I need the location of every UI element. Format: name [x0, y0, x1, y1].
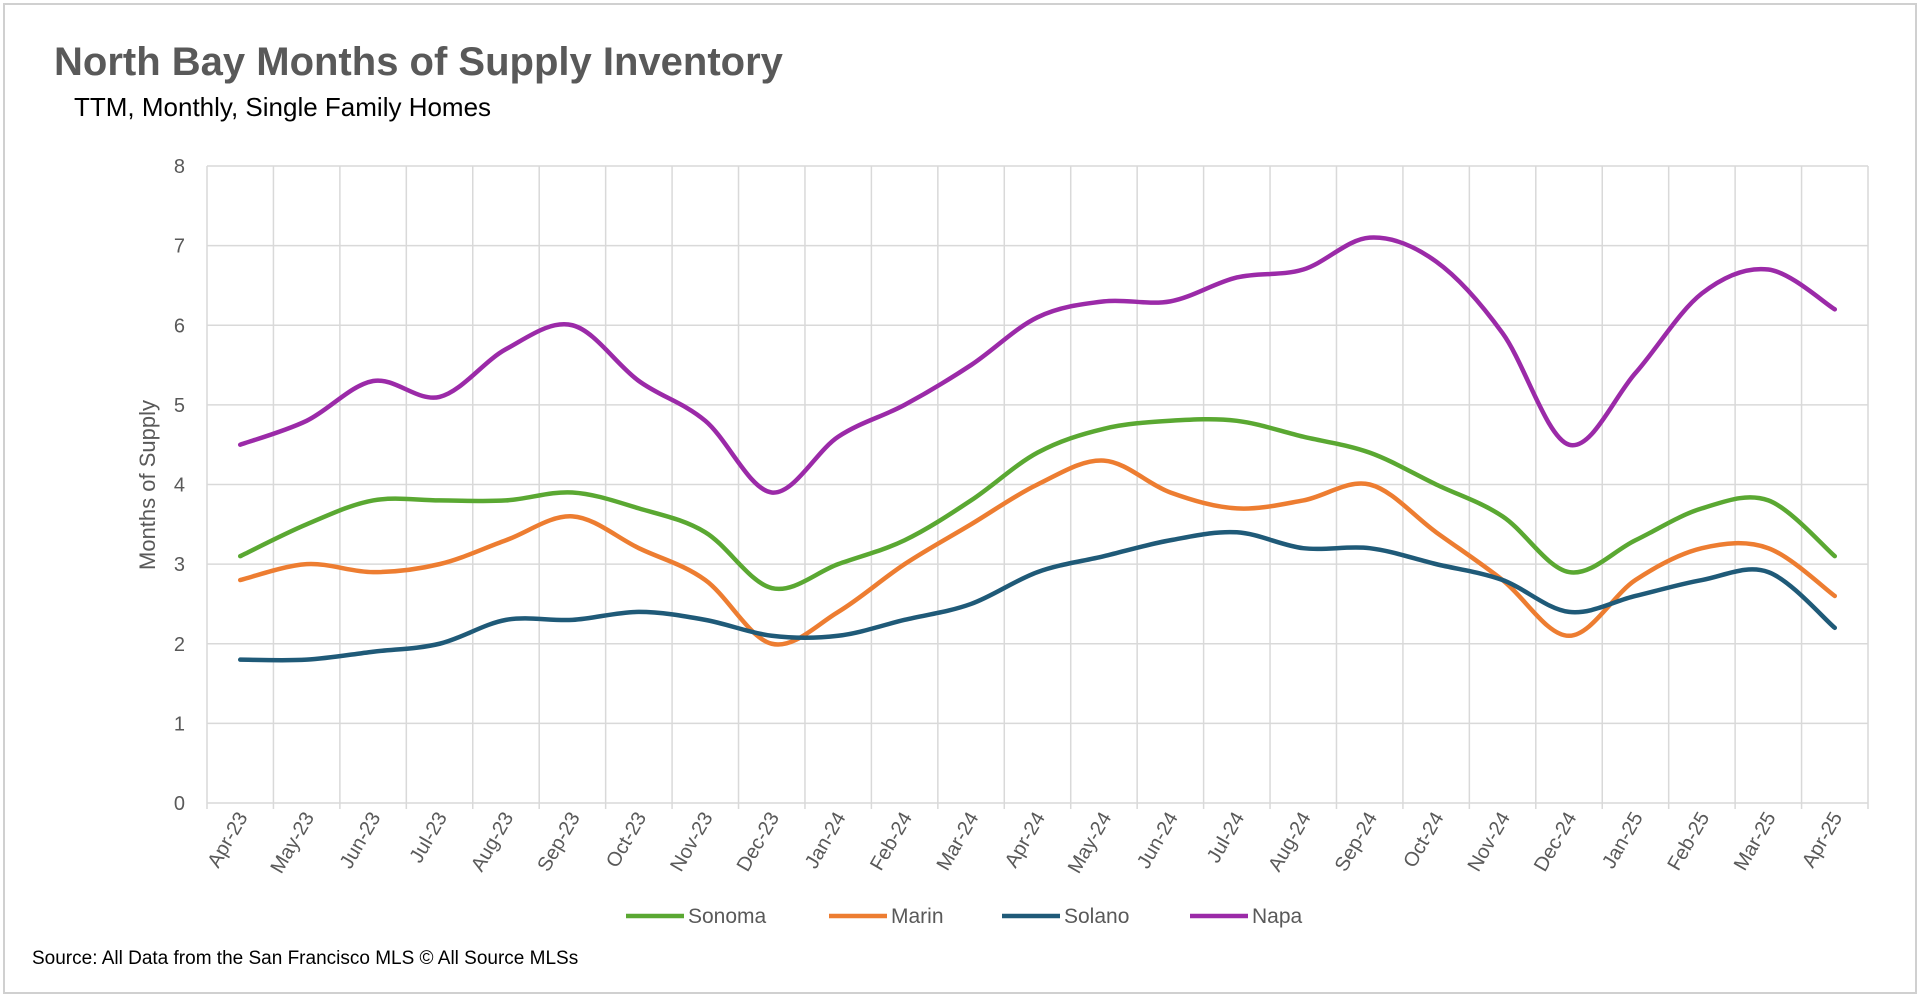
legend-label-sonoma: Sonoma: [688, 905, 767, 928]
series-line-solano: [237, 529, 1838, 663]
x-tick-label: Jan-25: [1598, 809, 1648, 873]
x-tick-label: May-24: [1064, 809, 1116, 878]
gridlines: [206, 165, 1869, 809]
x-tick-label: Feb-24: [866, 809, 917, 875]
legend-label-marin: Marin: [891, 905, 944, 928]
y-tick-label: 7: [174, 236, 185, 258]
x-tick-label: Nov-24: [1464, 809, 1515, 876]
series-line-sonoma: [237, 417, 1838, 592]
series-line-marin: [237, 458, 1838, 647]
chart-subtitle: TTM, Monthly, Single Family Homes: [74, 92, 492, 122]
series-lines: [237, 235, 1838, 663]
series-line-napa: [237, 235, 1838, 495]
x-tick-label: Apr-24: [1001, 809, 1050, 872]
y-axis-label: Months of Supply: [135, 400, 160, 570]
x-tick-label: Feb-25: [1663, 809, 1714, 875]
x-tick-label: Jul-23: [406, 809, 452, 867]
legend: Sonoma Marin Solano Napa: [626, 905, 1303, 928]
y-tick-label: 5: [174, 395, 185, 417]
x-tick-label: Mar-25: [1730, 809, 1781, 875]
x-tick-label: Dec-24: [1530, 809, 1581, 876]
y-tick-label: 4: [174, 475, 185, 497]
x-tick-label: Apr-23: [203, 809, 252, 872]
x-tick-label: Jun-24: [1133, 809, 1183, 873]
x-tick-label: Aug-24: [1264, 809, 1315, 876]
y-tick-label: 1: [174, 713, 185, 735]
x-tick-label: Dec-23: [733, 809, 784, 876]
x-tick-label: Jan-24: [801, 809, 851, 873]
x-tick-label: Aug-23: [467, 809, 518, 876]
x-tick-label: May-23: [267, 809, 319, 878]
x-tick-label: Oct-24: [1399, 809, 1448, 872]
chart-title: North Bay Months of Supply Inventory: [54, 40, 783, 84]
source-note: Source: All Data from the San Francisco …: [32, 948, 579, 969]
x-tick-label: Mar-24: [933, 809, 984, 875]
x-tick-label: Jul-24: [1203, 809, 1249, 867]
legend-label-napa: Napa: [1252, 905, 1303, 928]
chart-frame: [3, 3, 1917, 994]
y-tick-label: 8: [174, 156, 185, 178]
x-tick-label: Sep-24: [1331, 809, 1382, 876]
y-tick-label: 0: [174, 793, 185, 815]
legend-label-solano: Solano: [1064, 905, 1129, 928]
x-tick-label: Oct-23: [602, 809, 651, 872]
x-axis-ticks: Apr-23 May-23 Jun-23 Jul-23 Aug-23 Sep-23 Oct-…: [203, 809, 1847, 878]
y-tick-label: 6: [174, 315, 185, 337]
x-tick-label: Nov-23: [666, 809, 717, 876]
x-tick-label: Sep-23: [533, 809, 584, 876]
x-tick-label: Jun-23: [336, 809, 386, 873]
y-tick-label: 2: [174, 634, 185, 656]
x-tick-label: Apr-25: [1798, 809, 1847, 872]
y-axis-ticks: 0 1 2 3 4 5 6 7 8: [174, 156, 185, 815]
y-tick-label: 3: [174, 554, 185, 576]
